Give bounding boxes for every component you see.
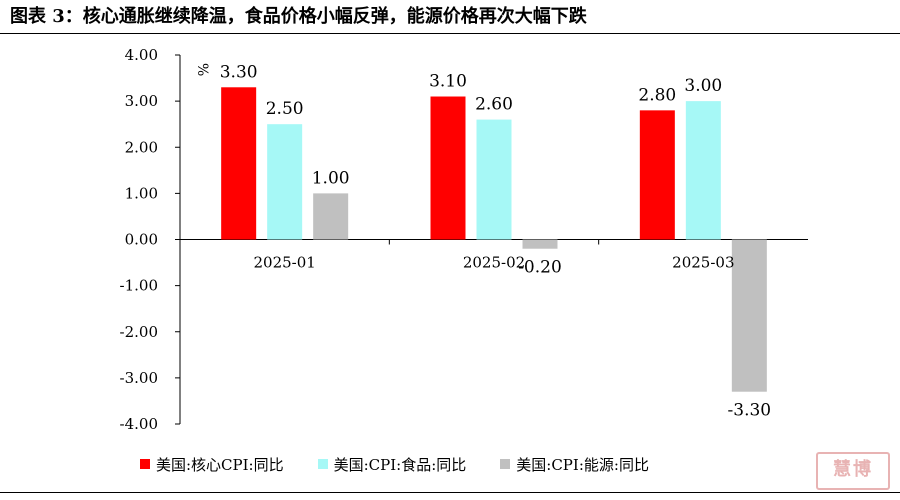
bar-value-label: 1.00 (312, 168, 350, 188)
bar-food-cpi (267, 124, 303, 240)
bar-energy-cpi (731, 239, 767, 392)
bar-value-label: 3.00 (684, 76, 722, 96)
y-tick-label: 1.00 (125, 184, 158, 202)
chart-title: 图表 3：核心通胀继续降温，食品价格小幅反弹，能源价格再次大幅下跌 (10, 6, 587, 27)
bar-food-cpi (476, 119, 512, 240)
bar-value-label: 2.60 (475, 95, 513, 115)
y-tick-label: 0.00 (125, 231, 158, 249)
legend-label-food-cpi: 美国:CPI:食品:同比 (333, 455, 467, 474)
y-tick-label: 4.00 (125, 46, 158, 64)
legend-item-core-cpi: 美国:核心CPI:同比 (140, 454, 284, 475)
bar-core-cpi (430, 96, 466, 240)
x-tick-label: 2025-02 (463, 254, 525, 272)
bar-core-cpi (221, 87, 257, 240)
bar-value-label: -3.30 (728, 401, 772, 421)
bar-value-label: 2.50 (266, 99, 304, 119)
y-tick-label: -3.00 (120, 369, 158, 387)
legend-item-energy-cpi: 美国:CPI:能源:同比 (500, 454, 649, 475)
legend-swatch-food-cpi (317, 459, 328, 469)
bar-chart: -4.00 -3.00 -2.00 -1.00 0.00 1.00 2.00 3.00 4.00… (120, 46, 808, 433)
x-tick-label: 2025-03 (672, 254, 734, 272)
y-tick-label: -1.00 (120, 277, 158, 295)
bar-value-label: -0.20 (518, 258, 562, 278)
bar-value-label: 3.10 (429, 72, 467, 92)
y-axis-unit-label: % (194, 63, 210, 76)
bar-energy-cpi (313, 193, 349, 240)
legend-label-energy-cpi: 美国:CPI:能源:同比 (516, 455, 649, 474)
bar-value-label: 2.80 (638, 85, 676, 105)
legend-label-core-cpi: 美国:核心CPI:同比 (156, 455, 284, 474)
y-tick-label: -2.00 (120, 323, 158, 341)
x-tick-label: 2025-01 (253, 254, 315, 272)
legend: 美国:核心CPI:同比 美国:CPI:食品:同比 美国:CPI:能源:同比 (140, 452, 649, 476)
legend-swatch-energy-cpi (500, 459, 511, 469)
legend-swatch-core-cpi (140, 459, 150, 469)
title-rule (0, 33, 900, 34)
bar-core-cpi (639, 110, 675, 240)
bar-energy-cpi (522, 239, 558, 249)
bottom-rule (0, 492, 900, 493)
bar-value-label: 3.30 (220, 62, 258, 82)
y-tick-label: 3.00 (125, 92, 158, 110)
y-tick-label: -4.00 (120, 415, 158, 433)
watermark-stamp: 慧博 (816, 452, 890, 490)
legend-item-food-cpi: 美国:CPI:食品:同比 (317, 454, 467, 475)
bar-food-cpi (685, 101, 721, 240)
y-tick-label: 2.00 (125, 138, 158, 156)
